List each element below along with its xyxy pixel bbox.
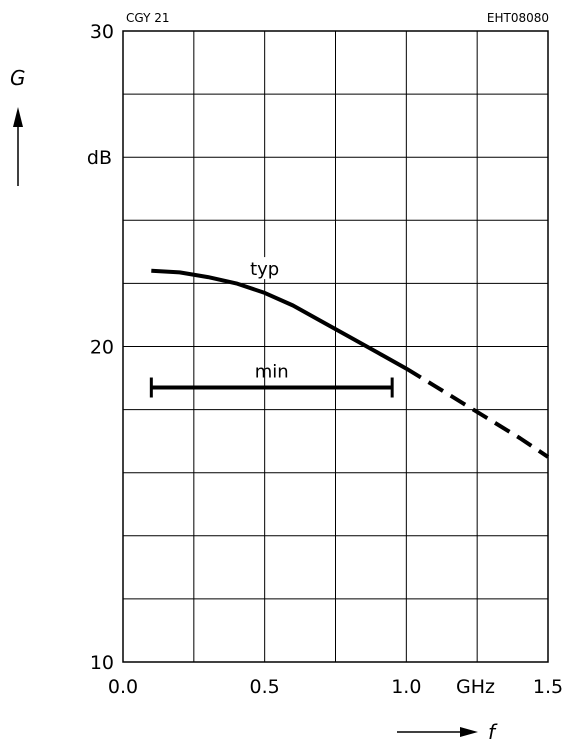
series-label-backdrop [240,257,289,280]
range-label: min [255,362,289,383]
tick-labels: 0.0 0.5 1.0 1.5 10 20 30 [90,21,563,698]
plot-frame [122,30,549,663]
series-line-0 [151,268,408,371]
x-tick-label: 0.0 [108,676,138,698]
range-layer: min [149,362,394,398]
x-axis-unit: GHz [456,676,495,698]
y-axis-unit: dB [87,147,112,169]
x-tick-label: 1.5 [533,676,563,698]
y-tick-label: 10 [90,652,114,674]
series-layer: typ [151,257,550,459]
y-axis-symbol: G [10,66,26,90]
y-tick-label: 30 [90,21,114,43]
y-axis-arrow-icon [13,107,23,127]
x-tick-label: 0.5 [250,676,280,698]
grid [123,31,548,662]
x-tick-label: 1.0 [391,676,421,698]
x-axis-symbol: f [488,720,498,742]
y-tick-label: 20 [90,337,114,359]
x-axis-arrow-icon [460,727,478,737]
series-line-1 [405,366,550,459]
series-label: typ [250,259,279,280]
chart-code-right: EHT08080 [487,11,549,25]
chart-code-left: CGY 21 [126,11,170,25]
